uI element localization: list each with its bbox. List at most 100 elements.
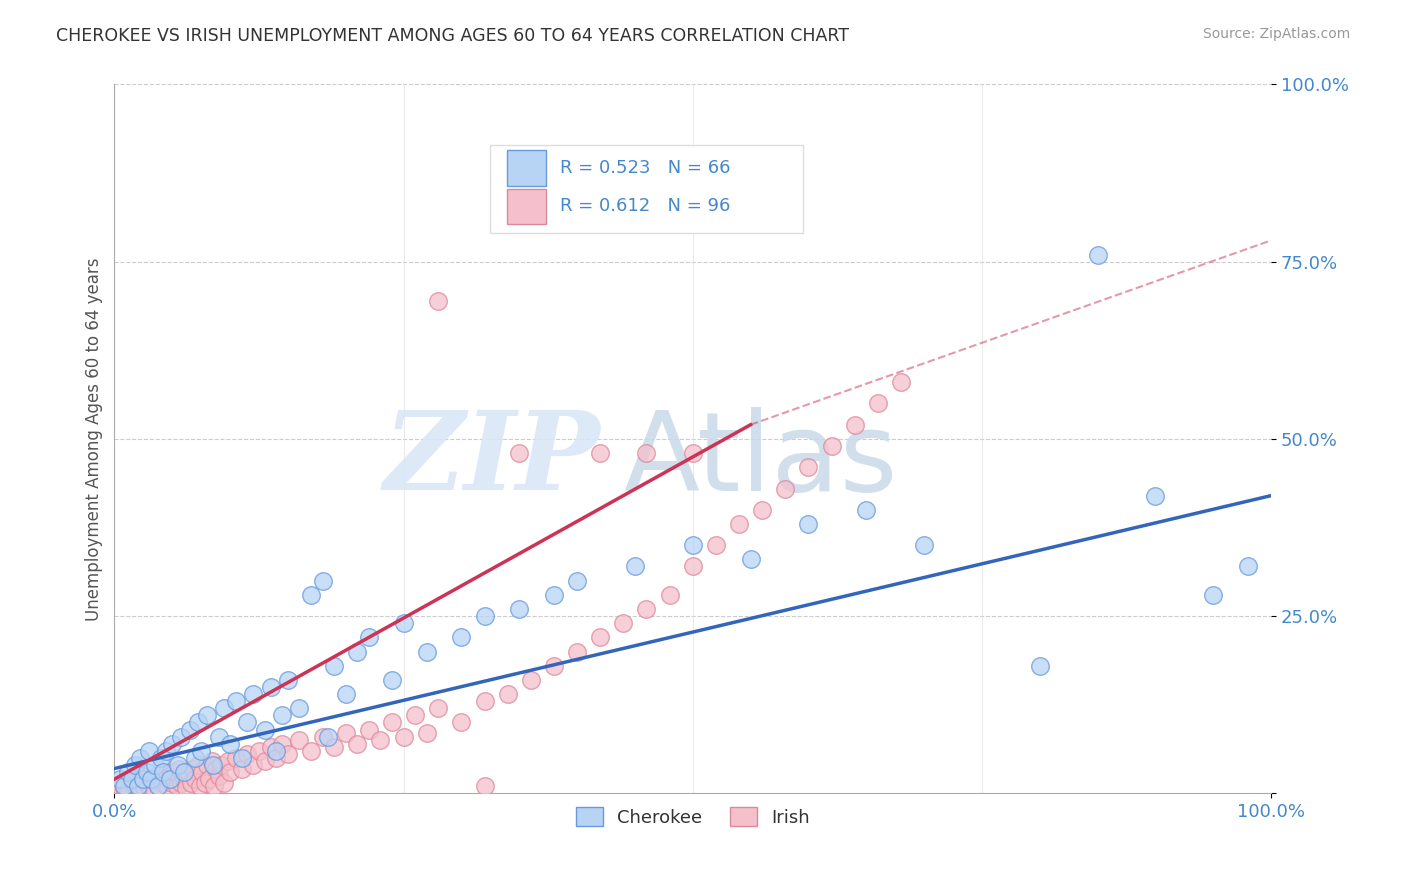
Point [346, 737, 368, 751]
Point [108, 772, 131, 787]
Point [117, 765, 139, 780]
Point [159, 769, 181, 783]
Point [820, 439, 842, 453]
Point [890, 375, 912, 389]
Point [496, 687, 519, 701]
Point [200, 755, 222, 769]
Point [142, 782, 165, 797]
Point [912, 538, 935, 552]
Point [288, 733, 311, 747]
Point [236, 747, 259, 762]
Point [311, 574, 333, 588]
Point [323, 740, 346, 755]
Legend: Cherokee, Irish: Cherokee, Irish [568, 800, 817, 834]
Point [866, 396, 889, 410]
FancyBboxPatch shape [491, 145, 803, 234]
Point [474, 609, 496, 624]
Text: ZIP: ZIP [384, 407, 600, 514]
Point [253, 723, 276, 737]
Point [259, 680, 281, 694]
Point [323, 658, 346, 673]
Text: R = 0.523   N = 66: R = 0.523 N = 66 [560, 159, 730, 178]
Point [277, 673, 299, 687]
Point [201, 758, 224, 772]
Point [450, 631, 472, 645]
Point [141, 772, 163, 787]
Text: R = 0.612   N = 96: R = 0.612 N = 96 [560, 197, 730, 215]
FancyBboxPatch shape [506, 188, 546, 224]
Point [152, 775, 174, 789]
Y-axis label: Unemployment Among Ages 60 to 64 years: Unemployment Among Ages 60 to 64 years [86, 257, 103, 621]
Point [299, 588, 322, 602]
Point [231, 762, 253, 776]
Point [427, 701, 450, 715]
Point [797, 516, 820, 531]
Point [162, 775, 184, 789]
Point [195, 708, 218, 723]
Point [335, 687, 357, 701]
Point [392, 730, 415, 744]
Point [775, 482, 797, 496]
Point [259, 740, 281, 755]
Point [704, 538, 727, 552]
Point [236, 715, 259, 730]
Point [427, 293, 450, 308]
Point [214, 701, 236, 715]
Point [184, 751, 207, 765]
Point [170, 775, 193, 789]
Point [195, 758, 218, 772]
Point [128, 751, 150, 765]
Point [188, 779, 211, 793]
Point [589, 446, 612, 460]
Point [381, 715, 404, 730]
Point [179, 723, 201, 737]
Point [415, 726, 437, 740]
Point [253, 755, 276, 769]
Point [131, 769, 153, 783]
Point [346, 644, 368, 658]
Point [132, 772, 155, 787]
Point [194, 775, 217, 789]
Point [612, 616, 634, 631]
Point [266, 751, 288, 765]
Point [219, 765, 242, 780]
Point [127, 773, 149, 788]
Point [166, 779, 188, 793]
Point [474, 694, 496, 708]
Point [128, 782, 150, 797]
Point [134, 780, 156, 795]
Point [141, 772, 163, 787]
Point [207, 730, 229, 744]
Point [740, 552, 762, 566]
Point [474, 779, 496, 793]
Point [135, 775, 157, 789]
Point [392, 616, 415, 631]
Point [682, 559, 704, 574]
Point [115, 775, 138, 789]
Point [271, 737, 294, 751]
Point [155, 744, 177, 758]
Point [370, 733, 392, 747]
Point [187, 758, 209, 772]
Point [138, 744, 160, 758]
Point [198, 772, 221, 787]
Point [797, 460, 820, 475]
Point [565, 644, 588, 658]
Point [624, 559, 647, 574]
Point [231, 751, 253, 765]
Point [450, 715, 472, 730]
Point [209, 758, 232, 772]
Point [225, 694, 247, 708]
Point [173, 772, 195, 787]
Point [112, 780, 135, 795]
Text: CHEROKEE VS IRISH UNEMPLOYMENT AMONG AGES 60 TO 64 YEARS CORRELATION CHART: CHEROKEE VS IRISH UNEMPLOYMENT AMONG AGE… [56, 27, 849, 45]
Point [163, 765, 186, 780]
Point [155, 765, 177, 780]
Point [1087, 247, 1109, 261]
Point [381, 673, 404, 687]
Point [177, 765, 200, 780]
Point [658, 588, 681, 602]
Point [152, 765, 174, 780]
Point [357, 723, 380, 737]
Point [266, 744, 288, 758]
